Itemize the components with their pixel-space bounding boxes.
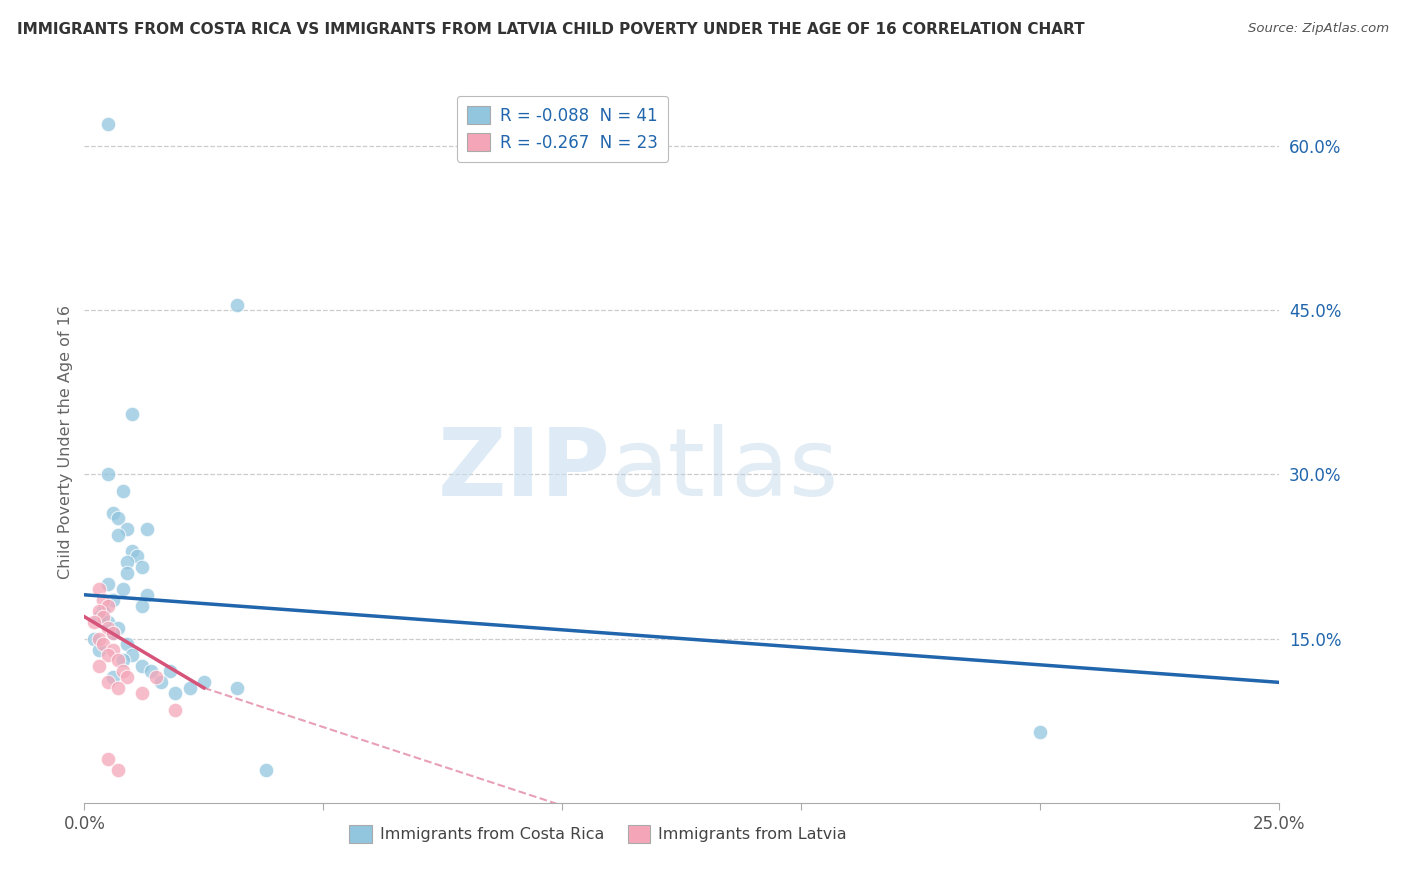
Point <box>111 483 134 498</box>
Point <box>97 577 120 591</box>
Point <box>101 642 124 657</box>
Point <box>111 653 134 667</box>
Point <box>117 637 139 651</box>
Point <box>117 670 139 684</box>
Point <box>87 659 110 673</box>
Point <box>165 686 187 700</box>
Point <box>107 527 129 541</box>
Point <box>87 582 110 597</box>
Point <box>107 621 129 635</box>
Point <box>97 117 120 131</box>
Point <box>93 593 115 607</box>
Point <box>117 522 139 536</box>
Point <box>131 599 153 613</box>
Point <box>179 681 201 695</box>
Point <box>1029 724 1052 739</box>
Point <box>107 681 129 695</box>
Point <box>135 588 157 602</box>
Point <box>97 615 120 630</box>
Y-axis label: Child Poverty Under the Age of 16: Child Poverty Under the Age of 16 <box>58 304 73 579</box>
Point <box>131 560 153 574</box>
Text: ZIP: ZIP <box>437 425 610 516</box>
Point <box>149 675 172 690</box>
Point <box>107 763 129 777</box>
Point <box>87 604 110 618</box>
Point <box>111 665 134 679</box>
Legend: Immigrants from Costa Rica, Immigrants from Latvia: Immigrants from Costa Rica, Immigrants f… <box>343 819 853 849</box>
Point <box>101 626 124 640</box>
Point <box>121 407 143 421</box>
Point <box>107 653 129 667</box>
Point <box>87 609 110 624</box>
Point <box>97 752 120 766</box>
Point <box>125 549 148 564</box>
Point <box>226 681 249 695</box>
Text: IMMIGRANTS FROM COSTA RICA VS IMMIGRANTS FROM LATVIA CHILD POVERTY UNDER THE AGE: IMMIGRANTS FROM COSTA RICA VS IMMIGRANTS… <box>17 22 1084 37</box>
Point <box>121 648 143 662</box>
Point <box>101 506 124 520</box>
Point <box>93 609 115 624</box>
Point <box>107 511 129 525</box>
Point <box>101 670 124 684</box>
Point <box>131 686 153 700</box>
Point <box>254 763 277 777</box>
Point <box>111 582 134 597</box>
Text: atlas: atlas <box>610 425 838 516</box>
Point <box>159 665 181 679</box>
Point <box>87 632 110 646</box>
Point <box>93 637 115 651</box>
Point <box>145 670 167 684</box>
Point <box>101 626 124 640</box>
Point <box>131 659 153 673</box>
Point <box>135 522 157 536</box>
Point <box>117 555 139 569</box>
Point <box>117 566 139 580</box>
Point <box>165 703 187 717</box>
Point <box>97 467 120 482</box>
Point <box>97 621 120 635</box>
Point <box>87 642 110 657</box>
Point <box>141 665 163 679</box>
Point <box>93 604 115 618</box>
Point <box>97 648 120 662</box>
Point <box>101 593 124 607</box>
Point <box>83 615 105 630</box>
Point <box>193 675 215 690</box>
Text: Source: ZipAtlas.com: Source: ZipAtlas.com <box>1249 22 1389 36</box>
Point <box>97 599 120 613</box>
Point <box>121 544 143 558</box>
Point <box>97 675 120 690</box>
Point <box>226 298 249 312</box>
Point <box>83 632 105 646</box>
